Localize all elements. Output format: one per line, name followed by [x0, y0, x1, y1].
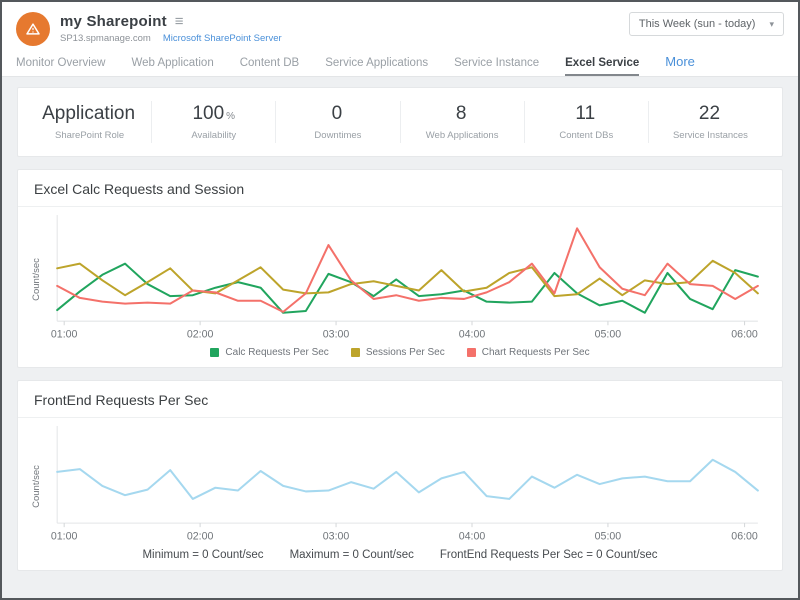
- stat-label: Downtimes: [314, 130, 362, 141]
- x-tick-label: 01:00: [51, 328, 78, 340]
- stat-value: 0: [331, 103, 343, 124]
- y-axis-label: Count/sec: [30, 464, 42, 508]
- tab-bar: Monitor Overview Web Application Content D…: [2, 50, 798, 77]
- summary-stats: Application SharePoint Role 100% Availabili…: [17, 87, 783, 157]
- tab-monitor-overview[interactable]: Monitor Overview: [16, 57, 106, 69]
- legend-item-chart-requests-per-sec[interactable]: Chart Requests Per Sec: [466, 347, 590, 359]
- series-sessions-per-sec: [56, 259, 759, 298]
- stat-value: 11: [575, 103, 596, 124]
- stat-value: 100: [192, 103, 225, 124]
- stat-value: Application: [42, 103, 136, 124]
- chart-legend: Calc Requests Per Sec Sessions Per Sec Cha…: [18, 345, 782, 367]
- stat-content-dbs: 11 Content DBs: [523, 101, 648, 143]
- stat-label: Content DBs: [559, 130, 614, 141]
- chart-footer-stat: FrontEnd Requests Per Sec = 0 Count/sec: [439, 548, 658, 561]
- x-tick-label: 04:00: [459, 328, 486, 340]
- legend-label: Calc Requests Per Sec: [225, 347, 329, 359]
- monitor-type-link[interactable]: Microsoft SharePoint Server: [162, 32, 282, 44]
- stat-service-instances: 22 Service Instances: [647, 101, 772, 143]
- stat-sharepoint-role: Application SharePoint Role: [28, 101, 151, 143]
- chart-footer-stat: Minimum = 0 Count/sec: [142, 548, 264, 561]
- legend-label: Chart Requests Per Sec: [481, 347, 590, 359]
- frontend-chart[interactable]: 01:00 02:00 03:00 04:00 05:00 06:00: [44, 424, 766, 547]
- tab-more[interactable]: More: [665, 54, 695, 69]
- legend-swatch-icon: [466, 348, 476, 358]
- sharepoint-warning-icon: [16, 12, 50, 46]
- tab-content-db[interactable]: Content DB: [239, 57, 300, 69]
- chart-title-excel-calc: Excel Calc Requests and Session: [18, 170, 782, 207]
- stat-unit: %: [226, 111, 236, 122]
- chart-footer-stat: Maximum = 0 Count/sec: [289, 548, 414, 561]
- x-tick-label: 01:00: [51, 531, 78, 543]
- legend-swatch-icon: [210, 348, 220, 358]
- tab-excel-service[interactable]: Excel Service: [565, 57, 640, 76]
- main-content: Application SharePoint Role 100% Availabili…: [2, 77, 798, 593]
- time-range-select[interactable]: This Week (sun - today) ▾: [628, 12, 784, 36]
- y-axis-label: Count/sec: [30, 257, 42, 301]
- x-tick-label: 02:00: [187, 531, 214, 543]
- menu-icon[interactable]: ≡: [174, 13, 184, 31]
- chart-plot-area: 01:00 02:00 03:00 04:00 05:00 06:00: [51, 426, 759, 543]
- excel-calc-chart[interactable]: 01:00 02:00 03:00 04:00 05:00 06:00: [44, 213, 766, 345]
- x-tick-label: 03:00: [323, 531, 350, 543]
- chart-plot-area: 01:00 02:00 03:00 04:00 05:00 06:00: [51, 215, 759, 340]
- time-range-value: This Week (sun - today): [638, 18, 756, 30]
- stat-label: SharePoint Role: [54, 130, 125, 141]
- tab-service-applications[interactable]: Service Applications: [325, 57, 429, 69]
- stat-web-applications: 8 Web Applications: [399, 101, 524, 143]
- x-tick-label: 05:00: [595, 531, 622, 543]
- x-tick-label: 03:00: [323, 328, 350, 340]
- monitor-info: my Sharepoint ≡ SP13.spmanage.com Micros…: [60, 14, 282, 44]
- stat-label: Web Applications: [425, 130, 499, 141]
- page-title: my Sharepoint: [60, 13, 167, 31]
- chart-title-frontend: FrontEnd Requests Per Sec: [18, 381, 782, 419]
- chevron-down-icon: ▾: [769, 18, 774, 29]
- x-tick-label: 02:00: [187, 328, 214, 340]
- series-chart-requests-per-sec: [56, 227, 759, 313]
- chart-card-frontend: FrontEnd Requests Per Sec Count/sec 01:0…: [17, 380, 783, 571]
- stat-label: Availability: [191, 130, 237, 141]
- legend-label: Sessions Per Sec: [365, 347, 445, 359]
- series-frontend-requests-per-sec: [56, 459, 759, 501]
- legend-item-calc-requests-per-sec[interactable]: Calc Requests Per Sec: [210, 347, 329, 359]
- tab-web-application[interactable]: Web Application: [131, 57, 214, 69]
- tab-service-instance[interactable]: Service Instance: [454, 57, 540, 69]
- x-tick-label: 06:00: [731, 328, 758, 340]
- x-tick-label: 04:00: [459, 531, 486, 543]
- x-tick-label: 05:00: [595, 328, 622, 340]
- stat-value: 22: [698, 103, 721, 124]
- stat-label: Service Instances: [672, 130, 748, 141]
- header: my Sharepoint ≡ SP13.spmanage.com Micros…: [2, 2, 798, 50]
- legend-item-sessions-per-sec[interactable]: Sessions Per Sec: [350, 347, 445, 359]
- x-tick-label: 06:00: [731, 531, 758, 543]
- stat-value: 8: [455, 103, 467, 124]
- legend-swatch-icon: [350, 348, 360, 358]
- monitor-host: SP13.spmanage.com: [60, 32, 151, 44]
- stat-downtimes: 0 Downtimes: [275, 101, 399, 143]
- chart-footer-stats: Minimum = 0 Count/sec Maximum = 0 Count/s…: [18, 548, 782, 570]
- stat-availability: 100% Availability: [151, 101, 275, 143]
- chart-card-excel-calc: Excel Calc Requests and Session Count/se…: [17, 169, 783, 369]
